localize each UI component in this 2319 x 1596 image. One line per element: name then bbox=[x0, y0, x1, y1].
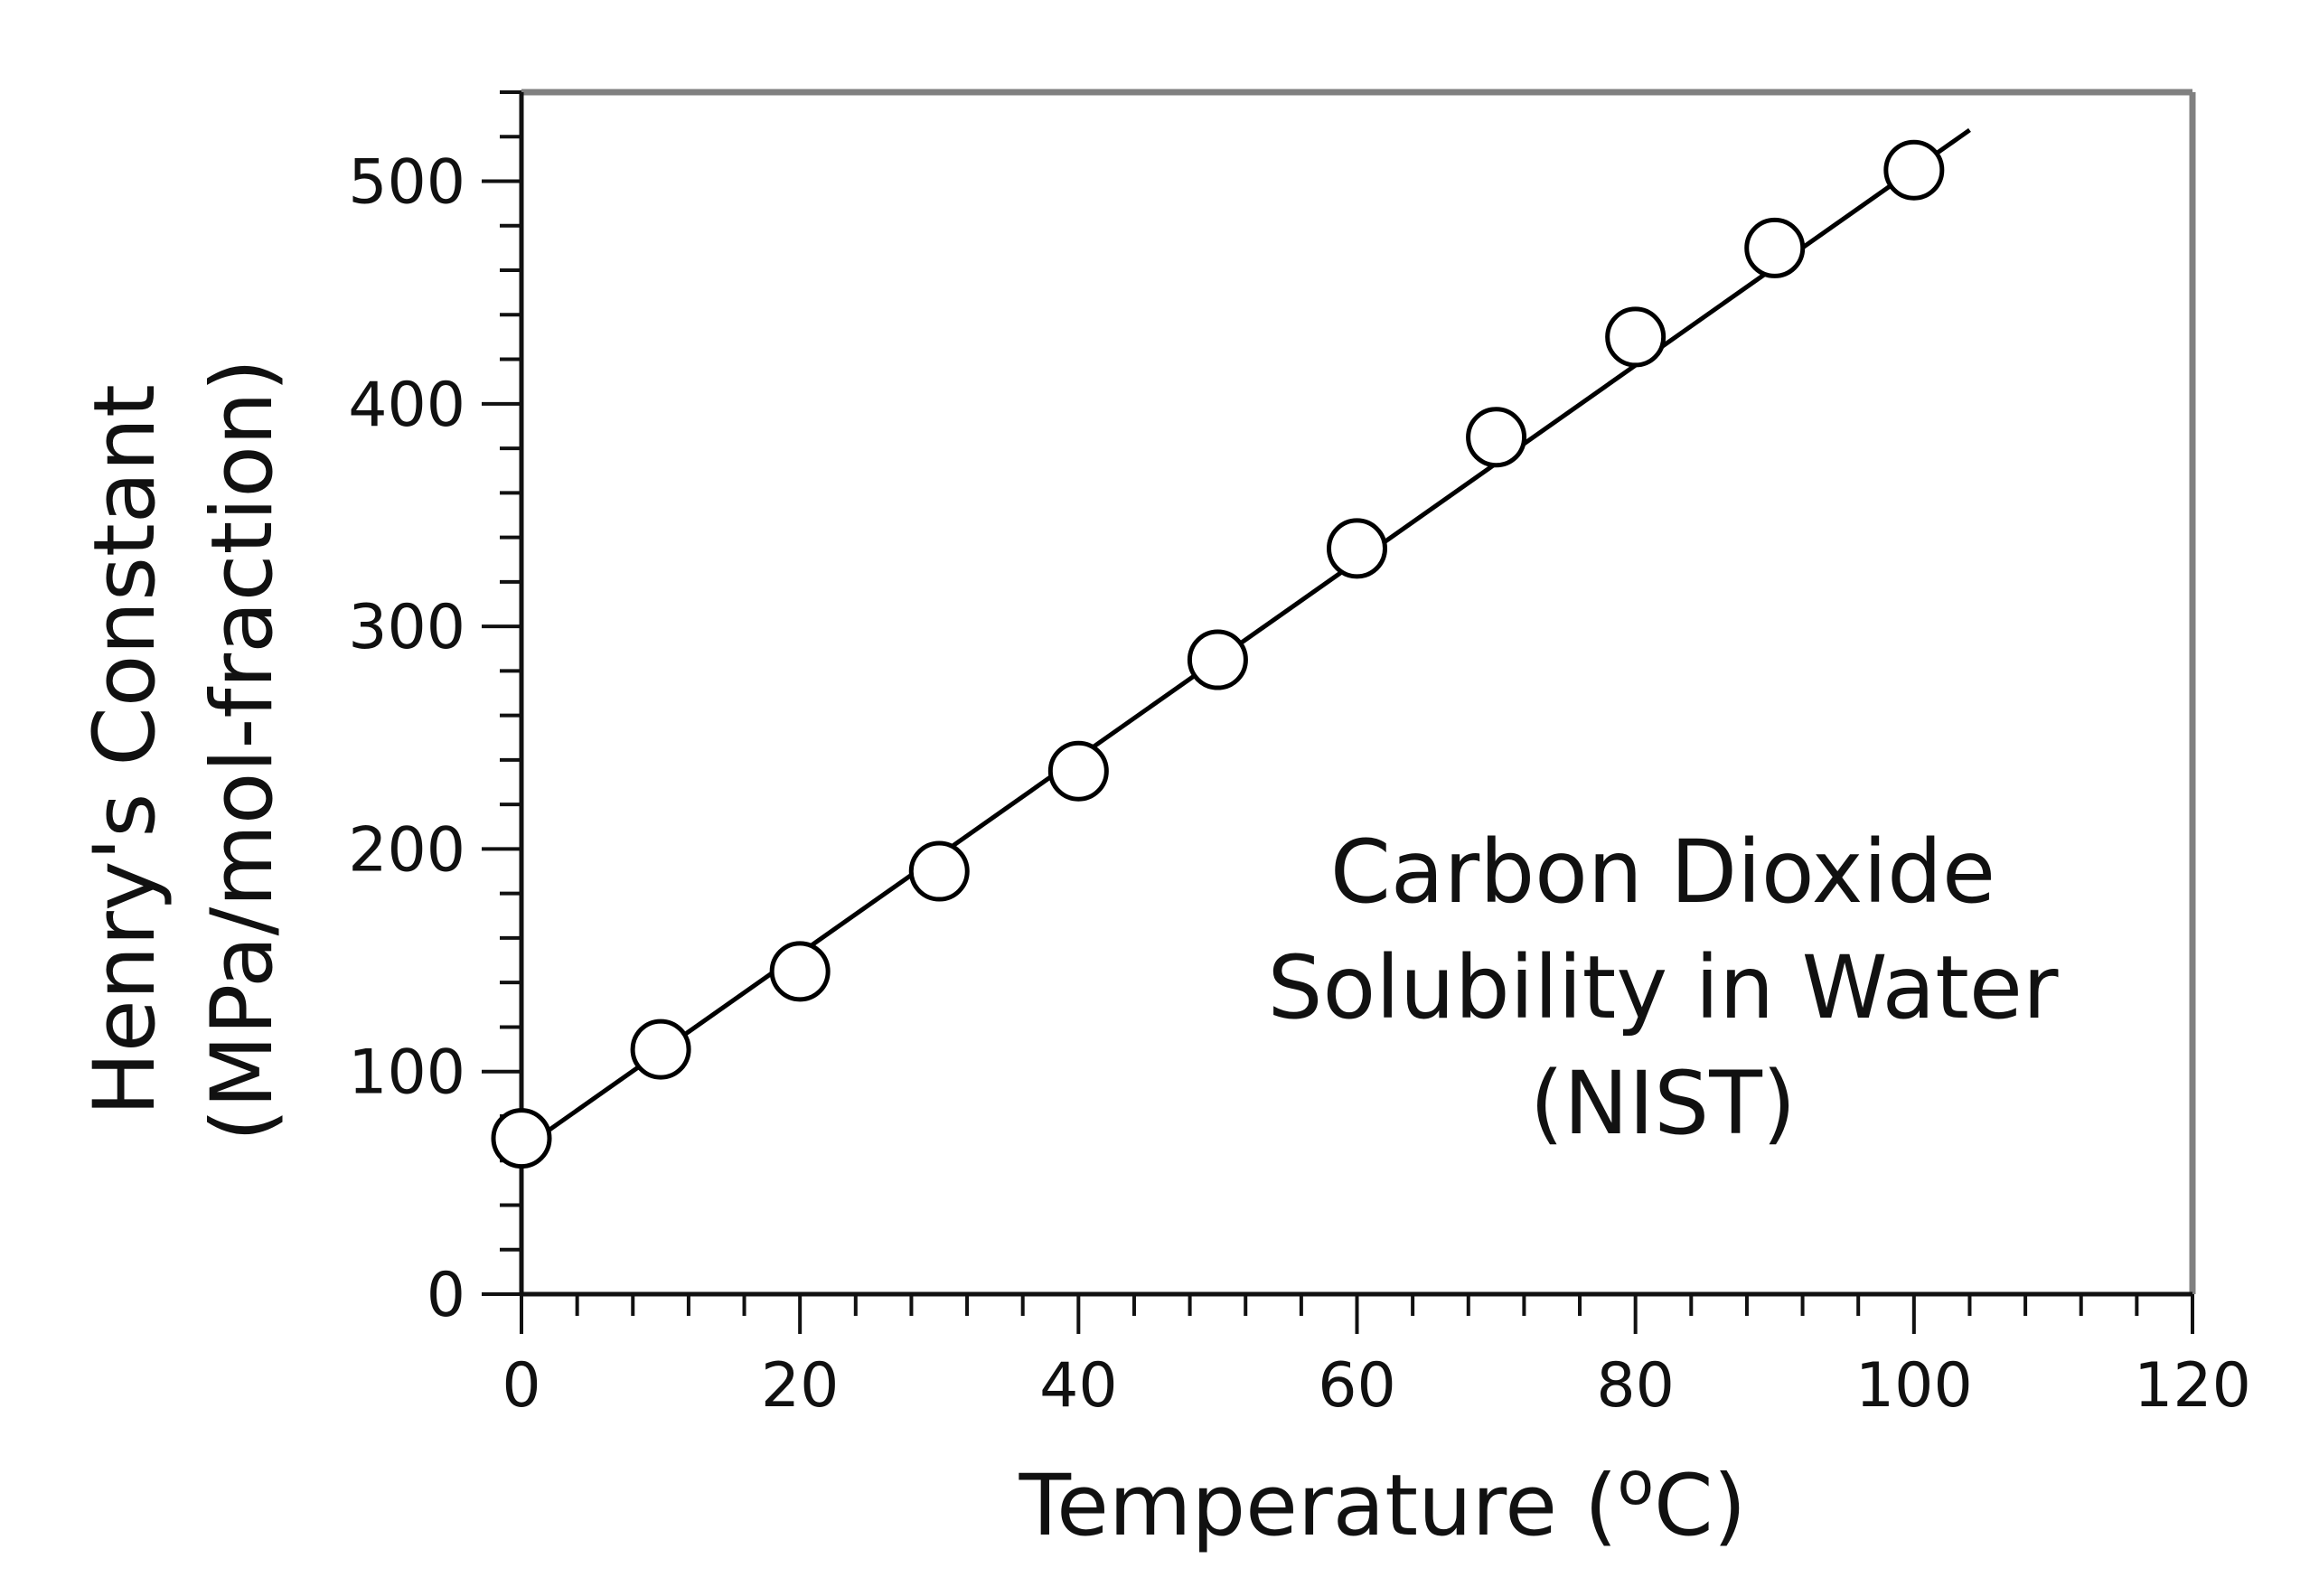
data-point bbox=[1327, 518, 1387, 579]
x-axis-label-suffix: C) bbox=[1654, 1457, 1746, 1555]
data-point bbox=[908, 840, 970, 902]
x-tick-label: 100 bbox=[1855, 1350, 1973, 1422]
x-tick-label: 40 bbox=[1039, 1350, 1118, 1422]
data-point bbox=[491, 1108, 552, 1169]
data-point bbox=[1883, 139, 1945, 201]
y-tick-label: 200 bbox=[348, 814, 465, 886]
plot-frame bbox=[519, 89, 2196, 1297]
x-axis-label-superscript: o bbox=[1618, 1449, 1654, 1518]
data-point bbox=[1466, 407, 1527, 468]
data-point bbox=[1187, 629, 1248, 690]
data-point bbox=[630, 1019, 691, 1080]
data-points bbox=[491, 139, 1945, 1169]
fit-line bbox=[520, 127, 1971, 1151]
chart-annotation: Carbon Dioxide Solubility in Water (NIST) bbox=[1268, 821, 2059, 1154]
x-tick-label: 120 bbox=[2134, 1350, 2251, 1422]
y-axis-label-line2: (MPa/mol-fraction) bbox=[193, 359, 292, 1141]
annotation-line: Carbon Dioxide bbox=[1330, 821, 1995, 923]
axis-ticks bbox=[482, 90, 2194, 1334]
x-tick-label: 60 bbox=[1318, 1350, 1396, 1422]
x-tick-label: 0 bbox=[502, 1350, 540, 1422]
data-point bbox=[1047, 740, 1109, 802]
data-point bbox=[769, 941, 831, 1002]
x-axis-label-main: Temperature ( bbox=[1019, 1457, 1618, 1555]
data-point bbox=[1744, 217, 1806, 278]
y-tick-label: 400 bbox=[348, 370, 465, 441]
x-tick-label: 80 bbox=[1596, 1350, 1675, 1422]
y-tick-label: 0 bbox=[427, 1260, 465, 1331]
x-tick-label: 20 bbox=[761, 1350, 840, 1422]
annotation-line: Solubility in Water bbox=[1268, 937, 2059, 1038]
annotation-line: (NIST) bbox=[1530, 1053, 1797, 1154]
fit-line-group bbox=[520, 127, 1971, 1151]
y-tick-label: 100 bbox=[348, 1037, 465, 1109]
tick-labels: 0 20 40 60 80 100 120 0 100 200 300 400 500 bbox=[348, 147, 2251, 1422]
x-axis-label: Temperature (oC) bbox=[1019, 1449, 1747, 1555]
y-tick-label: 500 bbox=[348, 147, 465, 219]
data-point bbox=[1605, 306, 1666, 368]
y-axis-label-line1: Henry's Constant bbox=[76, 384, 174, 1116]
y-tick-label: 300 bbox=[348, 592, 465, 663]
